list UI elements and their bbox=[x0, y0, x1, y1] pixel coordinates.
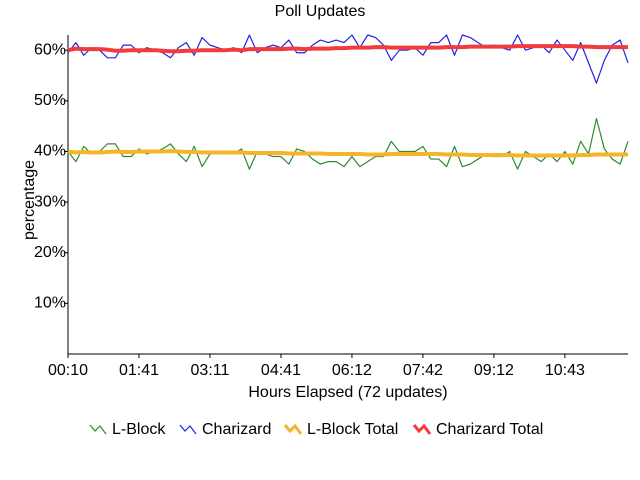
x-axis-title: Hours Elapsed (72 updates) bbox=[248, 384, 447, 401]
legend-label: Charizard bbox=[202, 421, 271, 438]
legend-label: Charizard Total bbox=[436, 421, 543, 438]
series-line bbox=[67, 44, 628, 54]
legend-marker bbox=[89, 424, 107, 435]
y-tick-label: 40% bbox=[34, 143, 66, 160]
y-tick-label: 30% bbox=[34, 193, 66, 210]
legend-marker bbox=[412, 423, 432, 435]
x-tick-label: 09:12 bbox=[474, 362, 514, 379]
y-tick-label: 10% bbox=[34, 295, 66, 312]
y-tick-label: 60% bbox=[34, 41, 66, 58]
x-tick-label: 01:41 bbox=[119, 362, 159, 379]
x-tick-label: 06:12 bbox=[332, 362, 372, 379]
y-axis-title: percentage bbox=[21, 160, 38, 240]
legend-marker bbox=[283, 423, 303, 435]
x-tick-label: 03:11 bbox=[191, 362, 230, 379]
legend-label: L-Block Total bbox=[307, 421, 398, 438]
x-tick-label: 04:41 bbox=[261, 362, 301, 379]
x-tick-label: 07:42 bbox=[403, 362, 443, 379]
series-line bbox=[67, 148, 628, 158]
x-tick-label: 10:43 bbox=[545, 362, 585, 379]
legend-marker bbox=[179, 424, 197, 435]
legend-label: L-Block bbox=[112, 421, 166, 438]
y-tick-label: 50% bbox=[34, 92, 66, 109]
x-tick-label: 00:10 bbox=[48, 362, 88, 379]
chart-title: Poll Updates bbox=[275, 3, 366, 20]
y-tick-label: 20% bbox=[34, 244, 66, 261]
